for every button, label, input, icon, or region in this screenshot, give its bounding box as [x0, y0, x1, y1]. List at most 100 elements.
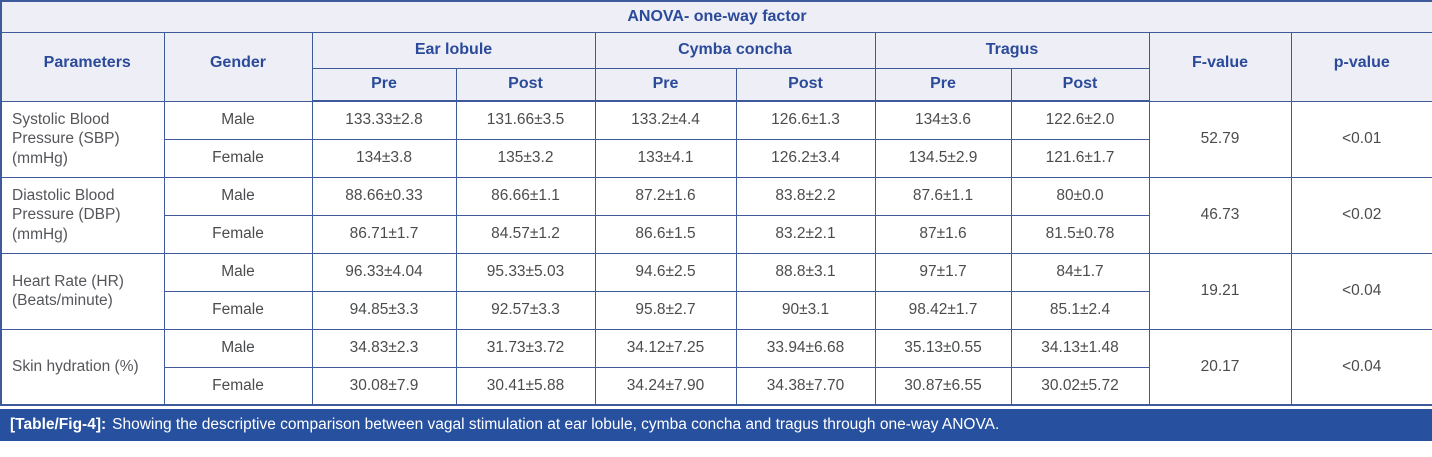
value-cell: 34.38±7.70	[735, 366, 876, 406]
value-cell: 122.6±2.0	[1010, 100, 1150, 140]
table-row: Female 86.71±1.7 84.57±1.2 86.6±1.5 83.2±2.1…	[1, 214, 1432, 254]
value-cell: 134±3.8	[311, 138, 457, 178]
p-value-cell: <0.04	[1290, 252, 1432, 330]
value-cell: 30.08±7.9	[311, 366, 457, 406]
p-value-cell: <0.02	[1290, 176, 1432, 254]
value-cell: 98.42±1.7	[874, 290, 1012, 330]
value-cell: 33.94±6.68	[735, 328, 876, 368]
value-cell: 87.2±1.6	[594, 176, 737, 216]
caption-text: Showing the descriptive comparison betwe…	[112, 416, 1000, 433]
value-cell: 133.2±4.4	[594, 100, 737, 140]
parameter-cell: Diastolic Blood Pressure (DBP) (mmHg)	[0, 176, 165, 254]
value-cell: 34.12±7.25	[594, 328, 737, 368]
column-group-ear-lobule: Ear lobule	[311, 31, 596, 69]
column-group-cymba-concha: Cymba concha	[594, 31, 876, 69]
value-cell: 87±1.6	[874, 214, 1012, 254]
table-row: Heart Rate (HR) (Beats/minute) Male 96.33±…	[0, 252, 1432, 330]
group-header-row: Parameters Gender Ear lobule Cymba conch…	[0, 31, 1432, 102]
f-value-cell: 46.73	[1148, 176, 1292, 254]
caption-label: [Table/Fig-4]:	[10, 416, 107, 433]
value-cell: 121.6±1.7	[1010, 138, 1150, 178]
value-cell: 34.83±2.3	[311, 328, 457, 368]
table-row: Female 94.85±3.3 92.57±3.3 95.8±2.7 90±3.1 98…	[1, 290, 1432, 330]
value-cell: 95.33±5.03	[455, 252, 596, 292]
column-header-p-value: p-value	[1290, 31, 1432, 102]
value-cell: 34.24±7.90	[594, 366, 737, 406]
value-cell: 86.71±1.7	[311, 214, 457, 254]
sub-header-row: Pre Post Pre Post Pre Post	[1, 67, 1432, 102]
table-title-row: ANOVA- one-way factor	[0, 0, 1432, 33]
column-header-gender: Gender	[163, 31, 313, 102]
table-row: Female 30.08±7.9 30.41±5.88 34.24±7.90 34.38…	[1, 366, 1432, 406]
value-cell: 81.5±0.78	[1010, 214, 1150, 254]
value-cell: 131.66±3.5	[455, 100, 596, 140]
parameter-cell: Skin hydration (%)	[0, 328, 165, 406]
table-body: Systolic Blood Pressure (SBP) (mmHg) Male…	[0, 100, 1432, 406]
value-cell: 84.57±1.2	[455, 214, 596, 254]
f-value-cell: 19.21	[1148, 252, 1292, 330]
gender-cell: Female	[163, 290, 313, 330]
gender-cell: Female	[163, 138, 313, 178]
value-cell: 30.41±5.88	[455, 366, 596, 406]
value-cell: 126.6±1.3	[735, 100, 876, 140]
value-cell: 85.1±2.4	[1010, 290, 1150, 330]
value-cell: 135±3.2	[455, 138, 596, 178]
f-value-cell: 52.79	[1148, 100, 1292, 178]
table-title: ANOVA- one-way factor	[0, 0, 1432, 33]
gender-cell: Female	[163, 214, 313, 254]
gender-cell: Male	[163, 252, 313, 292]
value-cell: 96.33±4.04	[311, 252, 457, 292]
subheader-cymba-concha-pre: Pre	[594, 67, 737, 102]
value-cell: 97±1.7	[874, 252, 1012, 292]
value-cell: 86.6±1.5	[594, 214, 737, 254]
parameter-cell: Heart Rate (HR) (Beats/minute)	[0, 252, 165, 330]
value-cell: 87.6±1.1	[874, 176, 1012, 216]
subheader-ear-lobule-post: Post	[455, 67, 596, 102]
anova-table: ANOVA- one-way factor Parameters Gender …	[0, 0, 1432, 406]
gender-cell: Male	[163, 100, 313, 140]
value-cell: 94.85±3.3	[311, 290, 457, 330]
value-cell: 83.2±2.1	[735, 214, 876, 254]
table-row: Skin hydration (%) Male 34.83±2.3 31.73±3.7…	[0, 328, 1432, 406]
parameter-cell: Systolic Blood Pressure (SBP) (mmHg)	[0, 100, 165, 178]
caption-bar: [Table/Fig-4]: Showing the descriptive c…	[0, 409, 1432, 441]
value-cell: 134±3.6	[874, 100, 1012, 140]
table-header: ANOVA- one-way factor Parameters Gender …	[0, 0, 1432, 102]
value-cell: 94.6±2.5	[594, 252, 737, 292]
f-value-cell: 20.17	[1148, 328, 1292, 406]
column-group-tragus: Tragus	[874, 31, 1150, 69]
value-cell: 84±1.7	[1010, 252, 1150, 292]
value-cell: 126.2±3.4	[735, 138, 876, 178]
value-cell: 133±4.1	[594, 138, 737, 178]
value-cell: 30.02±5.72	[1010, 366, 1150, 406]
value-cell: 88.66±0.33	[311, 176, 457, 216]
value-cell: 35.13±0.55	[874, 328, 1012, 368]
subheader-tragus-post: Post	[1010, 67, 1150, 102]
value-cell: 86.66±1.1	[455, 176, 596, 216]
subheader-ear-lobule-pre: Pre	[311, 67, 457, 102]
value-cell: 90±3.1	[735, 290, 876, 330]
table-row: Systolic Blood Pressure (SBP) (mmHg) Male…	[0, 100, 1432, 178]
p-value-cell: <0.01	[1290, 100, 1432, 178]
value-cell: 88.8±3.1	[735, 252, 876, 292]
value-cell: 92.57±3.3	[455, 290, 596, 330]
table-row: Female 134±3.8 135±3.2 133±4.1 126.2±3.4 134.…	[1, 138, 1432, 178]
value-cell: 80±0.0	[1010, 176, 1150, 216]
value-cell: 134.5±2.9	[874, 138, 1012, 178]
gender-cell: Female	[163, 366, 313, 406]
value-cell: 31.73±3.72	[455, 328, 596, 368]
gender-cell: Male	[163, 176, 313, 216]
table-row: Diastolic Blood Pressure (DBP) (mmHg) Mal…	[0, 176, 1432, 254]
value-cell: 95.8±2.7	[594, 290, 737, 330]
column-header-parameters: Parameters	[0, 31, 165, 102]
value-cell: 30.87±6.55	[874, 366, 1012, 406]
column-header-f-value: F-value	[1148, 31, 1292, 102]
value-cell: 133.33±2.8	[311, 100, 457, 140]
value-cell: 83.8±2.2	[735, 176, 876, 216]
subheader-cymba-concha-post: Post	[735, 67, 876, 102]
subheader-tragus-pre: Pre	[874, 67, 1012, 102]
p-value-cell: <0.04	[1290, 328, 1432, 406]
value-cell: 34.13±1.48	[1010, 328, 1150, 368]
gender-cell: Male	[163, 328, 313, 368]
